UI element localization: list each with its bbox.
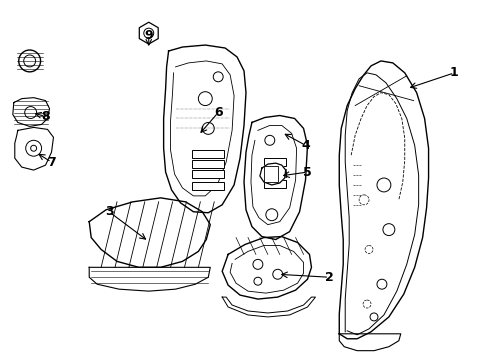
Polygon shape (139, 22, 158, 44)
Polygon shape (339, 61, 429, 339)
Polygon shape (164, 45, 246, 213)
FancyBboxPatch shape (264, 180, 286, 188)
Polygon shape (89, 198, 210, 267)
Polygon shape (222, 237, 312, 299)
Polygon shape (13, 98, 49, 126)
Polygon shape (244, 116, 308, 239)
FancyBboxPatch shape (193, 182, 224, 190)
FancyBboxPatch shape (193, 150, 224, 158)
FancyBboxPatch shape (193, 160, 224, 168)
Text: 6: 6 (214, 106, 222, 119)
Text: 5: 5 (303, 166, 312, 179)
FancyBboxPatch shape (264, 158, 286, 166)
Text: 7: 7 (47, 156, 56, 168)
FancyBboxPatch shape (264, 169, 286, 177)
Text: 4: 4 (301, 139, 310, 152)
FancyBboxPatch shape (264, 166, 278, 182)
Text: 2: 2 (325, 271, 334, 284)
Polygon shape (339, 334, 401, 351)
Polygon shape (15, 127, 53, 170)
FancyBboxPatch shape (193, 170, 224, 178)
Polygon shape (260, 163, 286, 185)
Text: 3: 3 (105, 205, 113, 218)
Polygon shape (222, 297, 316, 317)
Polygon shape (89, 267, 210, 291)
Text: 1: 1 (450, 66, 459, 79)
Text: 9: 9 (145, 29, 153, 42)
Text: 8: 8 (41, 110, 50, 123)
